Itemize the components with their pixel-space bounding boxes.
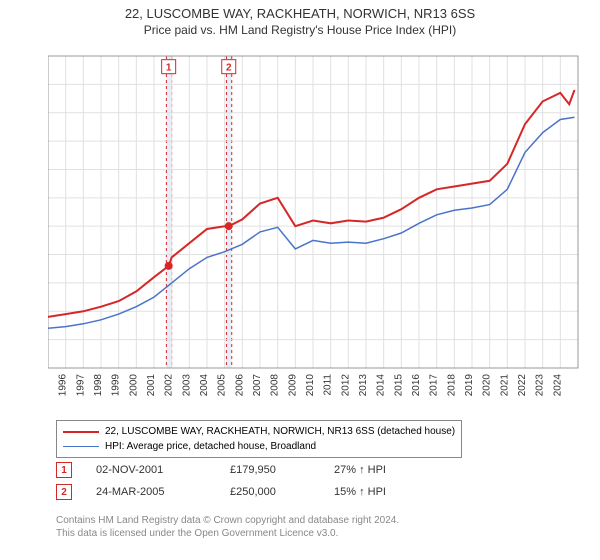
svg-text:2010: 2010 [305,374,316,397]
legend-label-series2: HPI: Average price, detached house, Broa… [105,439,316,454]
title-sub: Price paid vs. HM Land Registry's House … [0,23,600,37]
svg-text:1998: 1998 [93,374,104,397]
svg-text:1997: 1997 [75,374,86,397]
sale-row-2: 2 24-MAR-2005 £250,000 15% ↑ HPI [56,484,414,500]
svg-text:2024: 2024 [552,374,563,397]
svg-text:2023: 2023 [535,374,546,397]
footer-line1: Contains HM Land Registry data © Crown c… [56,514,399,527]
svg-text:2008: 2008 [270,374,281,397]
sale-marker-1-label: 1 [61,465,67,476]
svg-text:2022: 2022 [517,374,528,397]
svg-text:1999: 1999 [111,374,122,397]
svg-text:2009: 2009 [287,374,298,397]
sale-price-1: £179,950 [230,464,310,476]
legend-box: 22, LUSCOMBE WAY, RACKHEATH, NORWICH, NR… [56,420,462,458]
svg-text:2011: 2011 [323,374,334,396]
svg-text:2004: 2004 [199,374,210,397]
svg-text:2012: 2012 [340,374,351,397]
svg-text:1995: 1995 [48,374,51,397]
svg-text:2: 2 [226,63,232,74]
svg-text:1: 1 [166,63,172,74]
sale-date-1: 02-NOV-2001 [96,464,206,476]
svg-text:1996: 1996 [58,374,69,397]
footer: Contains HM Land Registry data © Crown c… [56,514,399,540]
svg-text:2006: 2006 [234,374,245,397]
svg-text:2013: 2013 [358,374,369,397]
svg-text:2007: 2007 [252,374,263,397]
legend-label-series1: 22, LUSCOMBE WAY, RACKHEATH, NORWICH, NR… [105,424,455,439]
svg-text:2016: 2016 [411,374,422,397]
legend-row-2: HPI: Average price, detached house, Broa… [63,439,455,454]
svg-text:2003: 2003 [181,374,192,397]
sale-table: 1 02-NOV-2001 £179,950 27% ↑ HPI 2 24-MA… [56,462,414,506]
sale-date-2: 24-MAR-2005 [96,486,206,498]
svg-text:2001: 2001 [146,374,157,397]
svg-text:2015: 2015 [393,374,404,397]
sale-row-1: 1 02-NOV-2001 £179,950 27% ↑ HPI [56,462,414,478]
chart-svg: £0£50K£100K£150K£200K£250K£300K£350K£400… [48,48,588,408]
svg-text:2014: 2014 [376,374,387,397]
sale-marker-2: 2 [56,484,72,500]
svg-text:2005: 2005 [217,374,228,397]
svg-text:2000: 2000 [128,374,139,397]
title-main: 22, LUSCOMBE WAY, RACKHEATH, NORWICH, NR… [0,6,600,21]
sale-marker-1: 1 [56,462,72,478]
sale-price-2: £250,000 [230,486,310,498]
sale-marker-2-label: 2 [61,487,67,498]
footer-line2: This data is licensed under the Open Gov… [56,527,399,540]
svg-text:2020: 2020 [482,374,493,397]
svg-text:2017: 2017 [429,374,440,397]
sale-delta-2: 15% ↑ HPI [334,486,414,498]
sale-delta-1: 27% ↑ HPI [334,464,414,476]
svg-text:2019: 2019 [464,374,475,397]
svg-text:2018: 2018 [446,374,457,397]
legend-swatch-series1 [63,431,99,433]
svg-text:2021: 2021 [499,374,510,397]
title-block: 22, LUSCOMBE WAY, RACKHEATH, NORWICH, NR… [0,0,600,37]
legend-swatch-series2 [63,446,99,447]
legend-row-1: 22, LUSCOMBE WAY, RACKHEATH, NORWICH, NR… [63,424,455,439]
svg-text:2002: 2002 [164,374,175,397]
chart-area: £0£50K£100K£150K£200K£250K£300K£350K£400… [48,48,588,408]
chart-container: 22, LUSCOMBE WAY, RACKHEATH, NORWICH, NR… [0,0,600,560]
